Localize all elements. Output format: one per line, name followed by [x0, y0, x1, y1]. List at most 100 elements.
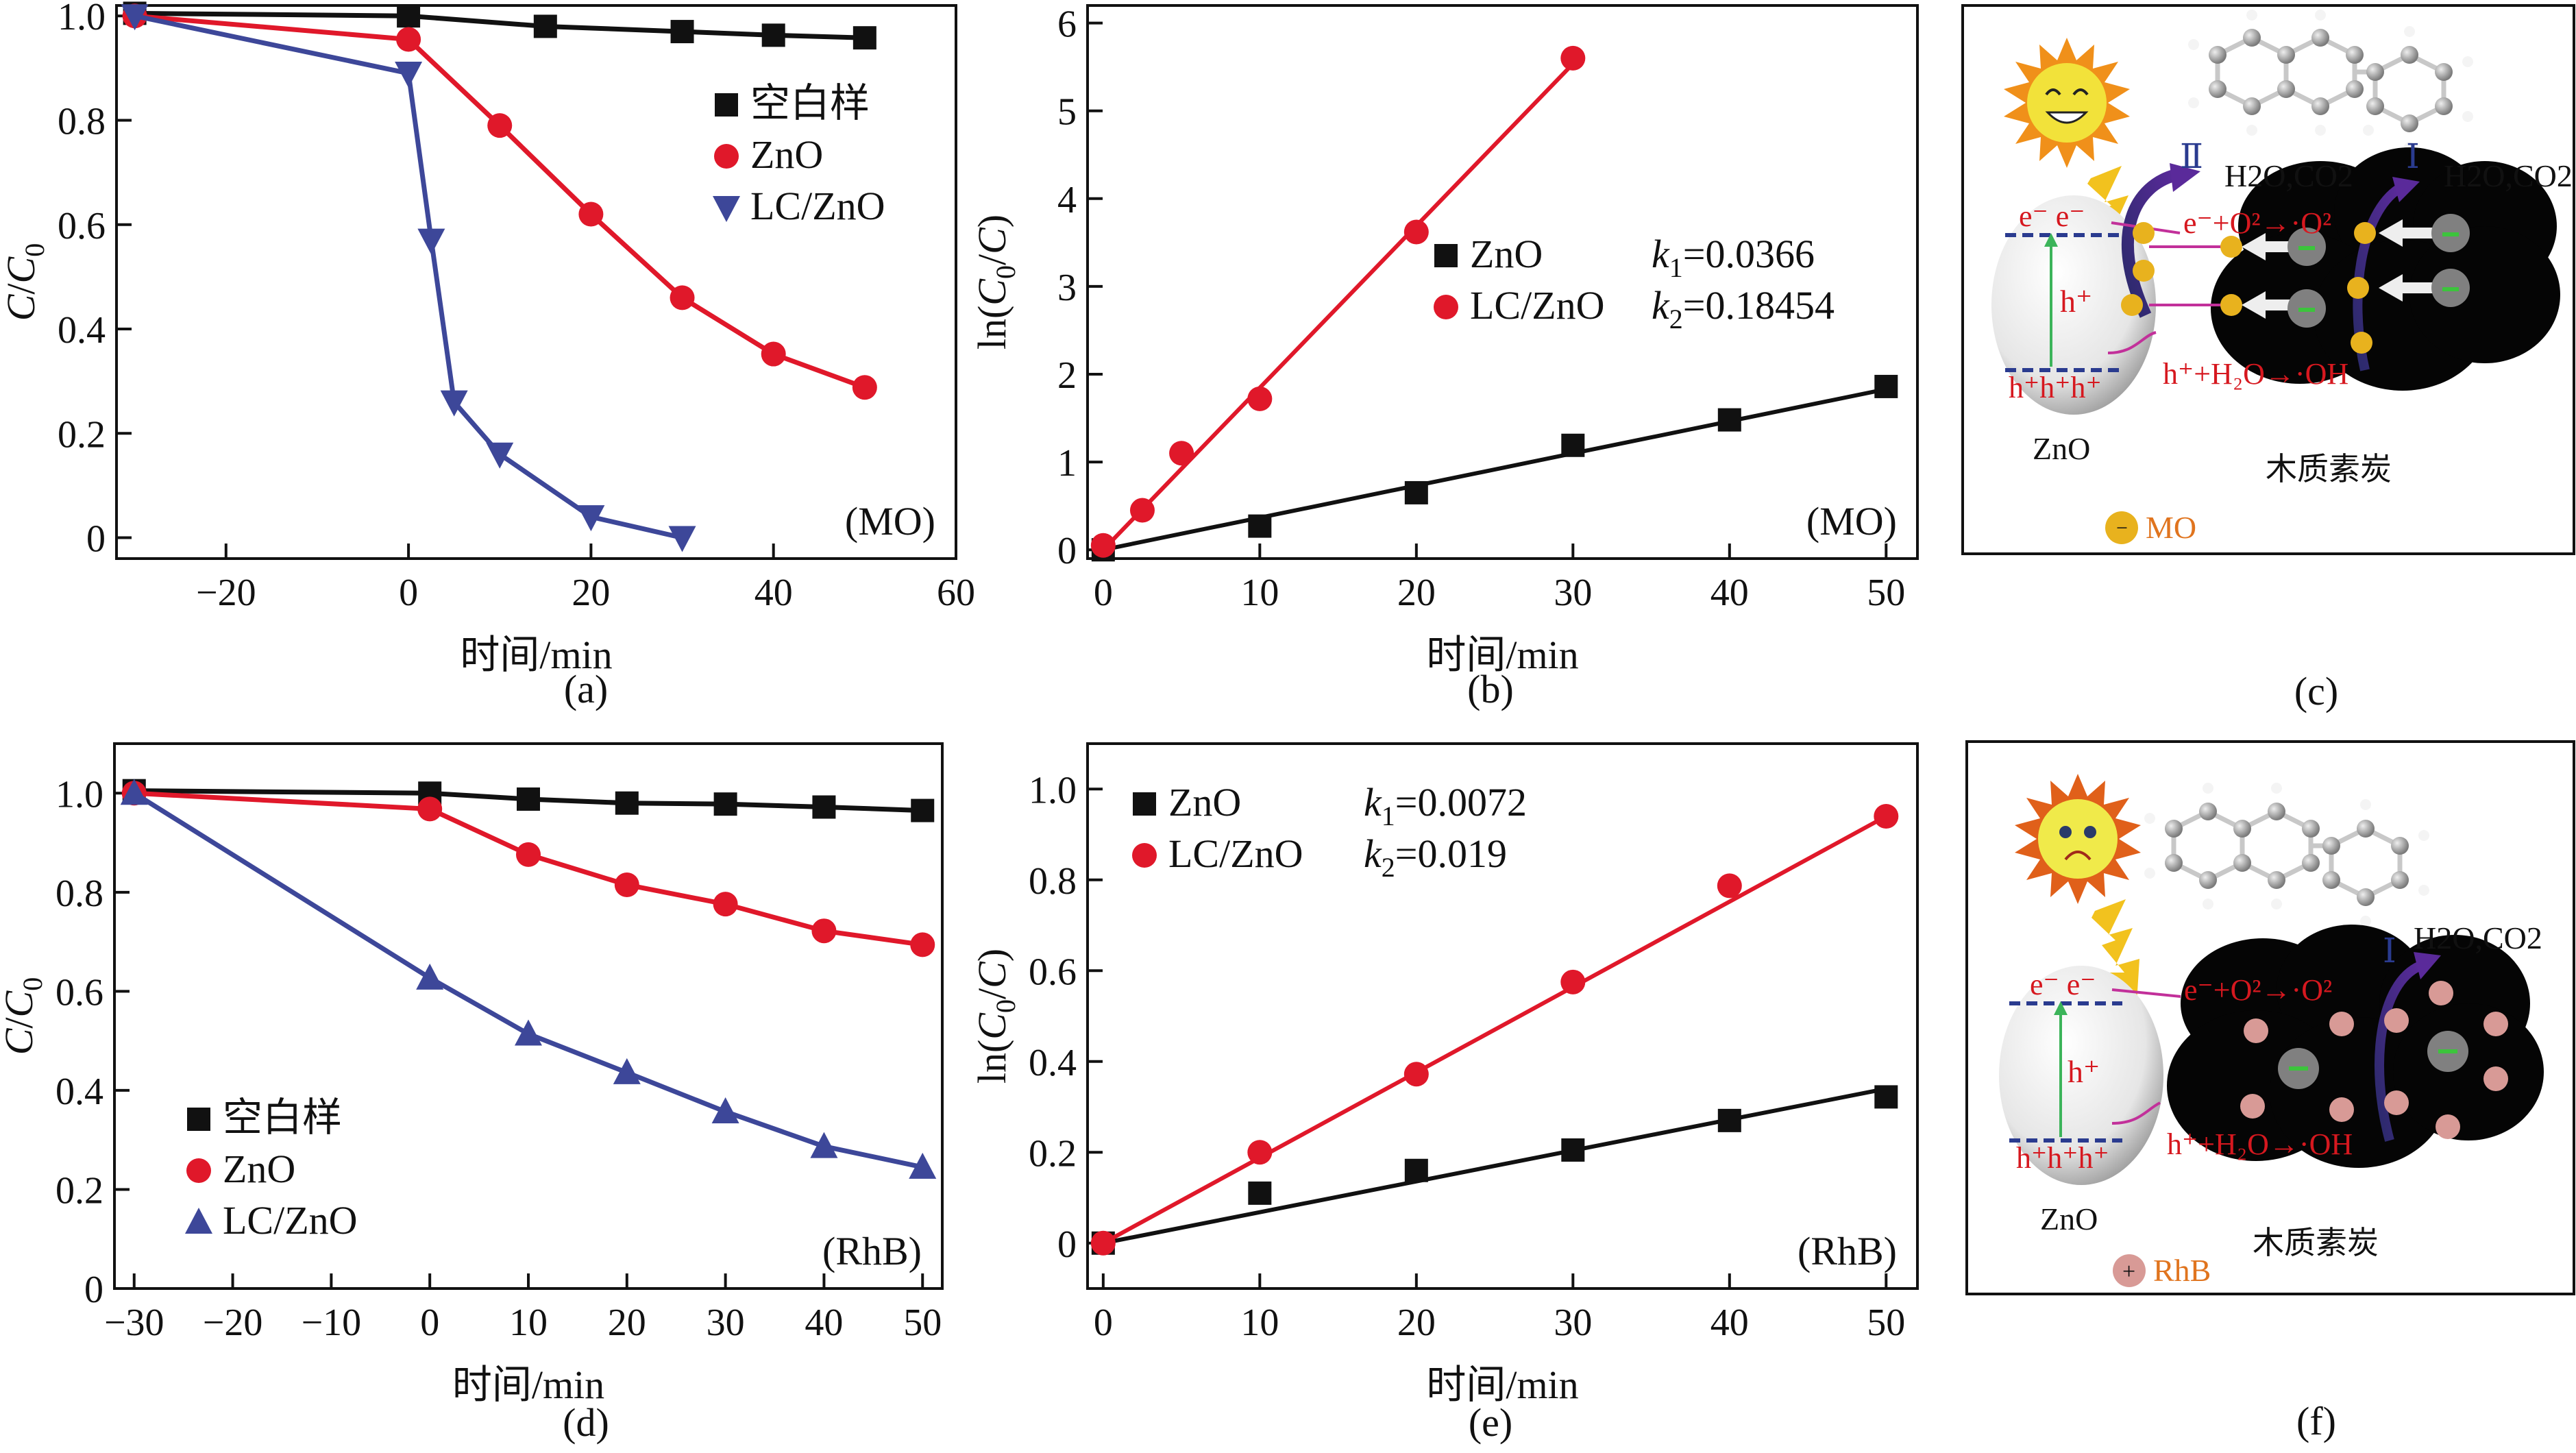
- pathway-1-label: Ⅰ: [2383, 931, 2396, 970]
- x-tick-label: 40: [1710, 572, 1749, 614]
- panel-caption: (a): [564, 667, 608, 711]
- data-point: [1717, 873, 1742, 899]
- data-point: [1403, 219, 1429, 245]
- dye-annotation: (RhB): [1798, 1229, 1897, 1273]
- x-axis-label: 时间/min: [460, 633, 612, 677]
- x-tick-label: 20: [572, 572, 610, 614]
- plot-frame: [115, 4, 957, 560]
- x-tick-label: 0: [1094, 1302, 1113, 1344]
- data-point: [440, 390, 468, 417]
- data-point: [1717, 1108, 1741, 1132]
- series-line: [134, 13, 683, 540]
- mo-legend-icon: [2105, 511, 2138, 544]
- x-tick-label: −10: [302, 1302, 362, 1344]
- data-point: [397, 4, 421, 28]
- fit-line: [1102, 814, 1887, 1245]
- rate-constant-label: k1=0.0366: [1652, 232, 1815, 283]
- rhb-charge-symbol: +: [2122, 1259, 2135, 1284]
- data-point: [486, 442, 514, 469]
- data-point: [1247, 386, 1273, 411]
- data-point: [713, 792, 737, 816]
- y-tick-label: 0.2: [56, 1169, 103, 1212]
- data-point: [1247, 1140, 1273, 1165]
- caption-c: (c): [2294, 669, 2339, 713]
- x-tick-label: 50: [1867, 572, 1905, 614]
- y-tick-label: 0: [1057, 1223, 1077, 1266]
- mo-legend-label: MO: [2146, 510, 2196, 545]
- data-point: [1404, 480, 1428, 504]
- legend-marker: [715, 93, 738, 117]
- data-point: [810, 1132, 838, 1158]
- x-tick-label: −20: [203, 1302, 263, 1344]
- y-tick-label: 0.8: [58, 100, 106, 143]
- data-point: [613, 1058, 641, 1084]
- chart-b-mo-kinetics: 0 10 20 30 40 50 0 1 2 3 4 5 6 时间/min ln(C0/C) (MO) (b) Z…: [973, 3, 1919, 711]
- sun-happy-icon: [2004, 38, 2130, 168]
- x-tick-label: 50: [903, 1302, 942, 1344]
- data-point: [614, 872, 639, 897]
- chart-d-rhb-degradation: −30 −20 −10 0 10 20 30 40 50 0 0.2 0.4 0.6 0.8 1.0 时间/m…: [0, 742, 944, 1445]
- panel-caption: (e): [1469, 1400, 1512, 1445]
- data-point: [487, 113, 513, 138]
- chart-e-rhb-kinetics: 0 10 20 30 40 50 0 0.2 0.4 0.6 0.8 1.0 时间/min ln(C0/C…: [973, 742, 1919, 1445]
- legend-marker: [185, 1208, 212, 1234]
- lignin-carbon-cluster: [2167, 925, 2544, 1168]
- data-point: [1129, 498, 1155, 523]
- legend-label: LC/ZnO: [223, 1198, 358, 1243]
- data-point: [909, 1152, 937, 1179]
- y-tick-label: 3: [1057, 267, 1077, 309]
- y-axis-label: C/C0: [0, 243, 50, 321]
- rate-constant-label: k2=0.019: [1364, 831, 1507, 883]
- legend-label: ZnO: [1168, 780, 1241, 825]
- legend-marker: [187, 1108, 210, 1131]
- legend-label: 空白样: [750, 81, 870, 125]
- y-axis-label: C/C0: [0, 977, 48, 1055]
- y-tick-label: 1: [1057, 442, 1077, 485]
- legend-label: 空白样: [223, 1095, 342, 1140]
- data-point: [120, 779, 148, 805]
- rhb-molecules: [2240, 981, 2508, 1139]
- rate-constant-label: k2=0.18454: [1652, 283, 1835, 334]
- pathway-2-label: Ⅱ: [2180, 137, 2203, 175]
- y-tick-label: 1.0: [58, 0, 106, 38]
- y-tick-label: 1.0: [56, 773, 103, 816]
- legend-label: ZnO: [750, 132, 823, 177]
- y-tick-label: 0.6: [56, 971, 103, 1014]
- zno-particle: [1999, 966, 2163, 1185]
- data-point: [578, 202, 604, 227]
- dye-annotation: (RhB): [822, 1229, 922, 1273]
- diagram-f-rhb-mechanism: Ⅰ H2O,CO2 e⁻ e⁻ h⁺ h⁺h⁺h⁺ e⁻+O²→·O² h⁺+H…: [1965, 740, 2575, 1295]
- sun-sad-icon: [2015, 774, 2141, 904]
- product-label-pathway-1: H2O,CO2: [2444, 158, 2573, 193]
- reaction-superoxide: e⁻+O²→·O²: [2184, 973, 2332, 1007]
- y-tick-label: 1.0: [1029, 769, 1077, 811]
- y-tick-label: 0.4: [56, 1071, 103, 1113]
- y-tick-label: 0: [86, 518, 106, 561]
- plot-frame: [1086, 4, 1919, 560]
- x-tick-label: 60: [937, 572, 975, 614]
- x-tick-label: 20: [1397, 572, 1436, 614]
- data-point: [1717, 408, 1741, 432]
- x-tick-label: −20: [196, 572, 256, 614]
- x-tick-label: 0: [1094, 572, 1113, 614]
- x-tick-label: 50: [1867, 1302, 1905, 1344]
- series-LC/ZnO: [1090, 804, 1899, 1256]
- pathway-2-arrow: [2121, 169, 2179, 318]
- data-point: [668, 526, 696, 552]
- aromatic-molecule-icon: [2188, 10, 2473, 153]
- rate-constant-label: k1=0.0072: [1364, 780, 1527, 831]
- data-point: [517, 787, 540, 811]
- data-point: [1560, 45, 1586, 71]
- data-point: [811, 918, 837, 944]
- data-point: [711, 1097, 739, 1123]
- data-point: [1874, 1085, 1898, 1109]
- data-point: [395, 61, 423, 88]
- holes-label: h⁺h⁺h⁺: [2016, 1141, 2109, 1175]
- x-tick-label: 0: [420, 1302, 439, 1344]
- legend-label: LC/ZnO: [1470, 283, 1605, 328]
- data-point: [1248, 514, 1272, 538]
- y-tick-label: 2: [1057, 354, 1077, 397]
- product-label-pathway-1: H2O,CO2: [2414, 920, 2542, 955]
- y-tick-label: 0.8: [1029, 860, 1077, 903]
- data-point: [1560, 969, 1586, 994]
